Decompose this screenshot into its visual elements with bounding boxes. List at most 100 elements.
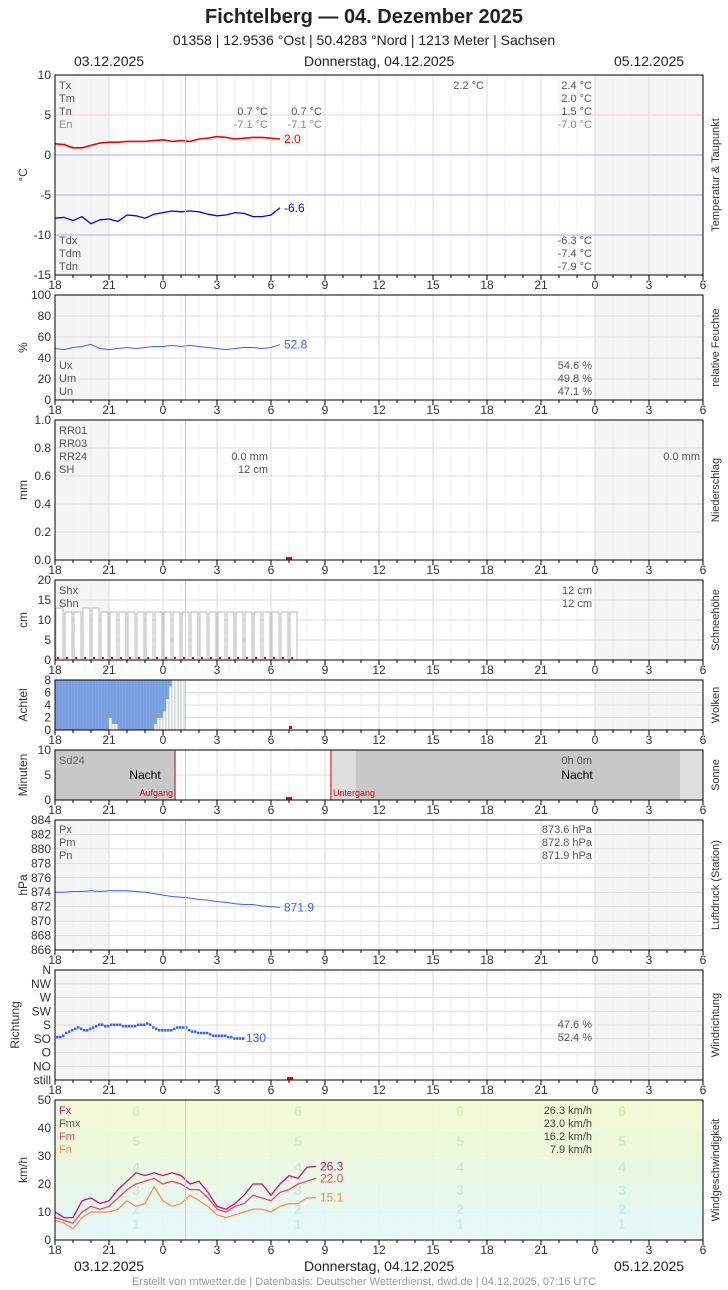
x-tick-label: 18 (48, 733, 62, 747)
stat-label: Fx (59, 1105, 72, 1117)
wind-direction-point (179, 1026, 182, 1029)
snow-marker (66, 657, 68, 659)
snow-marker (147, 657, 149, 659)
wind-direction-point (242, 1037, 245, 1040)
beaufort-band (55, 1237, 703, 1240)
beaufort-label: 2 (294, 1201, 302, 1217)
stat-value: 0.0 mm (231, 451, 268, 463)
cloud-cover-bar (75, 679, 80, 731)
cloud-bar (174, 679, 179, 731)
beaufort-label: 4 (456, 1159, 464, 1175)
cloud-cover-bar (114, 679, 119, 724)
x-tick-label: 6 (268, 1243, 275, 1257)
wind-direction-point (107, 1024, 110, 1028)
beaufort-label: 1 (294, 1216, 302, 1232)
cloud-cover-bar (132, 679, 137, 731)
wind-direction-point (185, 1026, 188, 1029)
stat-value: 47.6 % (558, 1019, 592, 1031)
x-tick-label: 15 (426, 278, 440, 292)
x-tick-label: 21 (102, 1083, 116, 1097)
x-tick-label: 18 (480, 953, 494, 967)
snow-depth-bar (235, 611, 244, 661)
cloud-cover-bar (66, 679, 71, 731)
snow-depth-bar (271, 611, 280, 661)
stat-value: 16.2 km/h (544, 1131, 592, 1143)
x-tick-label: 0 (592, 278, 599, 292)
beaufort-label: 5 (618, 1133, 626, 1149)
snow-marker (192, 657, 194, 659)
x-tick-label: 21 (534, 1243, 548, 1257)
twilight-area (680, 750, 703, 800)
y-tick-label: still (34, 1073, 51, 1087)
x-tick-label: 6 (268, 803, 275, 817)
cloud-cover-bar (108, 679, 113, 718)
x-tick-label: 18 (480, 733, 494, 747)
snow-depth-bar (91, 607, 100, 661)
y-axis-label: cm (16, 612, 30, 628)
snow-marker (174, 657, 176, 659)
beaufort-band (55, 1130, 703, 1159)
snow-marker (255, 657, 257, 659)
x-tick-label: 0 (592, 1083, 599, 1097)
x-tick-label: 12 (372, 403, 386, 417)
dewpoint-line (54, 207, 281, 225)
x-tick-label: 12 (372, 663, 386, 677)
y-tick-label: 8 (44, 673, 51, 687)
y-tick-label: SO (34, 1032, 51, 1046)
beaufort-label: 6 (132, 1103, 140, 1119)
wind-direction-point (224, 1034, 227, 1037)
current-value-label: 15.1 (320, 1191, 344, 1205)
wind-direction-point (92, 1026, 95, 1029)
night-shade (55, 820, 109, 950)
cloud-cover-bar (147, 679, 152, 731)
wind-direction-point (164, 1029, 167, 1032)
x-tick-label: 3 (214, 733, 221, 747)
current-value-label: 871.9 (284, 900, 314, 914)
snow-depth-bar (172, 611, 181, 661)
cloud-cover-bar (129, 679, 134, 731)
stat-label: Tm (59, 93, 75, 105)
stat-value: 0.7 °C (237, 106, 268, 118)
beaufort-label: 4 (132, 1159, 140, 1175)
x-tick-label: 12 (372, 733, 386, 747)
y-tick-label: 0.0 (34, 553, 51, 567)
x-tick-label: 6 (700, 1083, 707, 1097)
snow-marker (228, 657, 230, 659)
stat-value: 1.5 °C (561, 106, 592, 118)
stat-label: Shx (59, 585, 78, 597)
y-tick-label: N (42, 963, 51, 977)
stat-label: Tn (59, 106, 72, 118)
cloud-bar (180, 679, 185, 731)
cloud-cover-bar (144, 679, 149, 731)
panel-title: relative Feuchte (710, 308, 722, 386)
date-right-bottom: 05.12.2025 (614, 1258, 685, 1274)
stat-value: -7.0 °C (558, 119, 592, 131)
stat-label: Pn (59, 850, 72, 862)
stat-label: Fmx (59, 1118, 81, 1130)
y-tick-label: 10 (38, 613, 52, 627)
snow-depth-bar (55, 607, 64, 661)
stat-value: 26.3 km/h (544, 1105, 592, 1117)
snow-depth-bar (73, 611, 82, 661)
current-value-label: 26.3 (320, 1159, 344, 1173)
beaufort-label: 4 (618, 1159, 626, 1175)
x-tick-label: 6 (268, 403, 275, 417)
x-tick-label: 3 (646, 278, 653, 292)
snow-marker (165, 657, 167, 659)
x-tick-label: 9 (322, 403, 329, 417)
y-tick-label: 0 (44, 393, 51, 407)
wind-direction-point (56, 1035, 59, 1039)
current-value-label: 52.8 (284, 338, 308, 352)
x-tick-label: 6 (700, 663, 707, 677)
wind-direction-point (230, 1035, 233, 1039)
y-tick-label: -5 (40, 188, 51, 202)
stat-label: RR01 (59, 425, 87, 437)
y-tick-label: 80 (38, 309, 52, 323)
beaufort-label: 4 (294, 1159, 302, 1175)
x-tick-label: 0 (160, 278, 167, 292)
y-tick-label: 30 (38, 1149, 52, 1163)
x-tick-label: 21 (534, 563, 548, 577)
page-title: Fichtelberg — 04. Dezember 2025 (205, 6, 523, 28)
x-tick-label: 9 (322, 1083, 329, 1097)
stat-value: -7.1 °C (234, 119, 268, 131)
